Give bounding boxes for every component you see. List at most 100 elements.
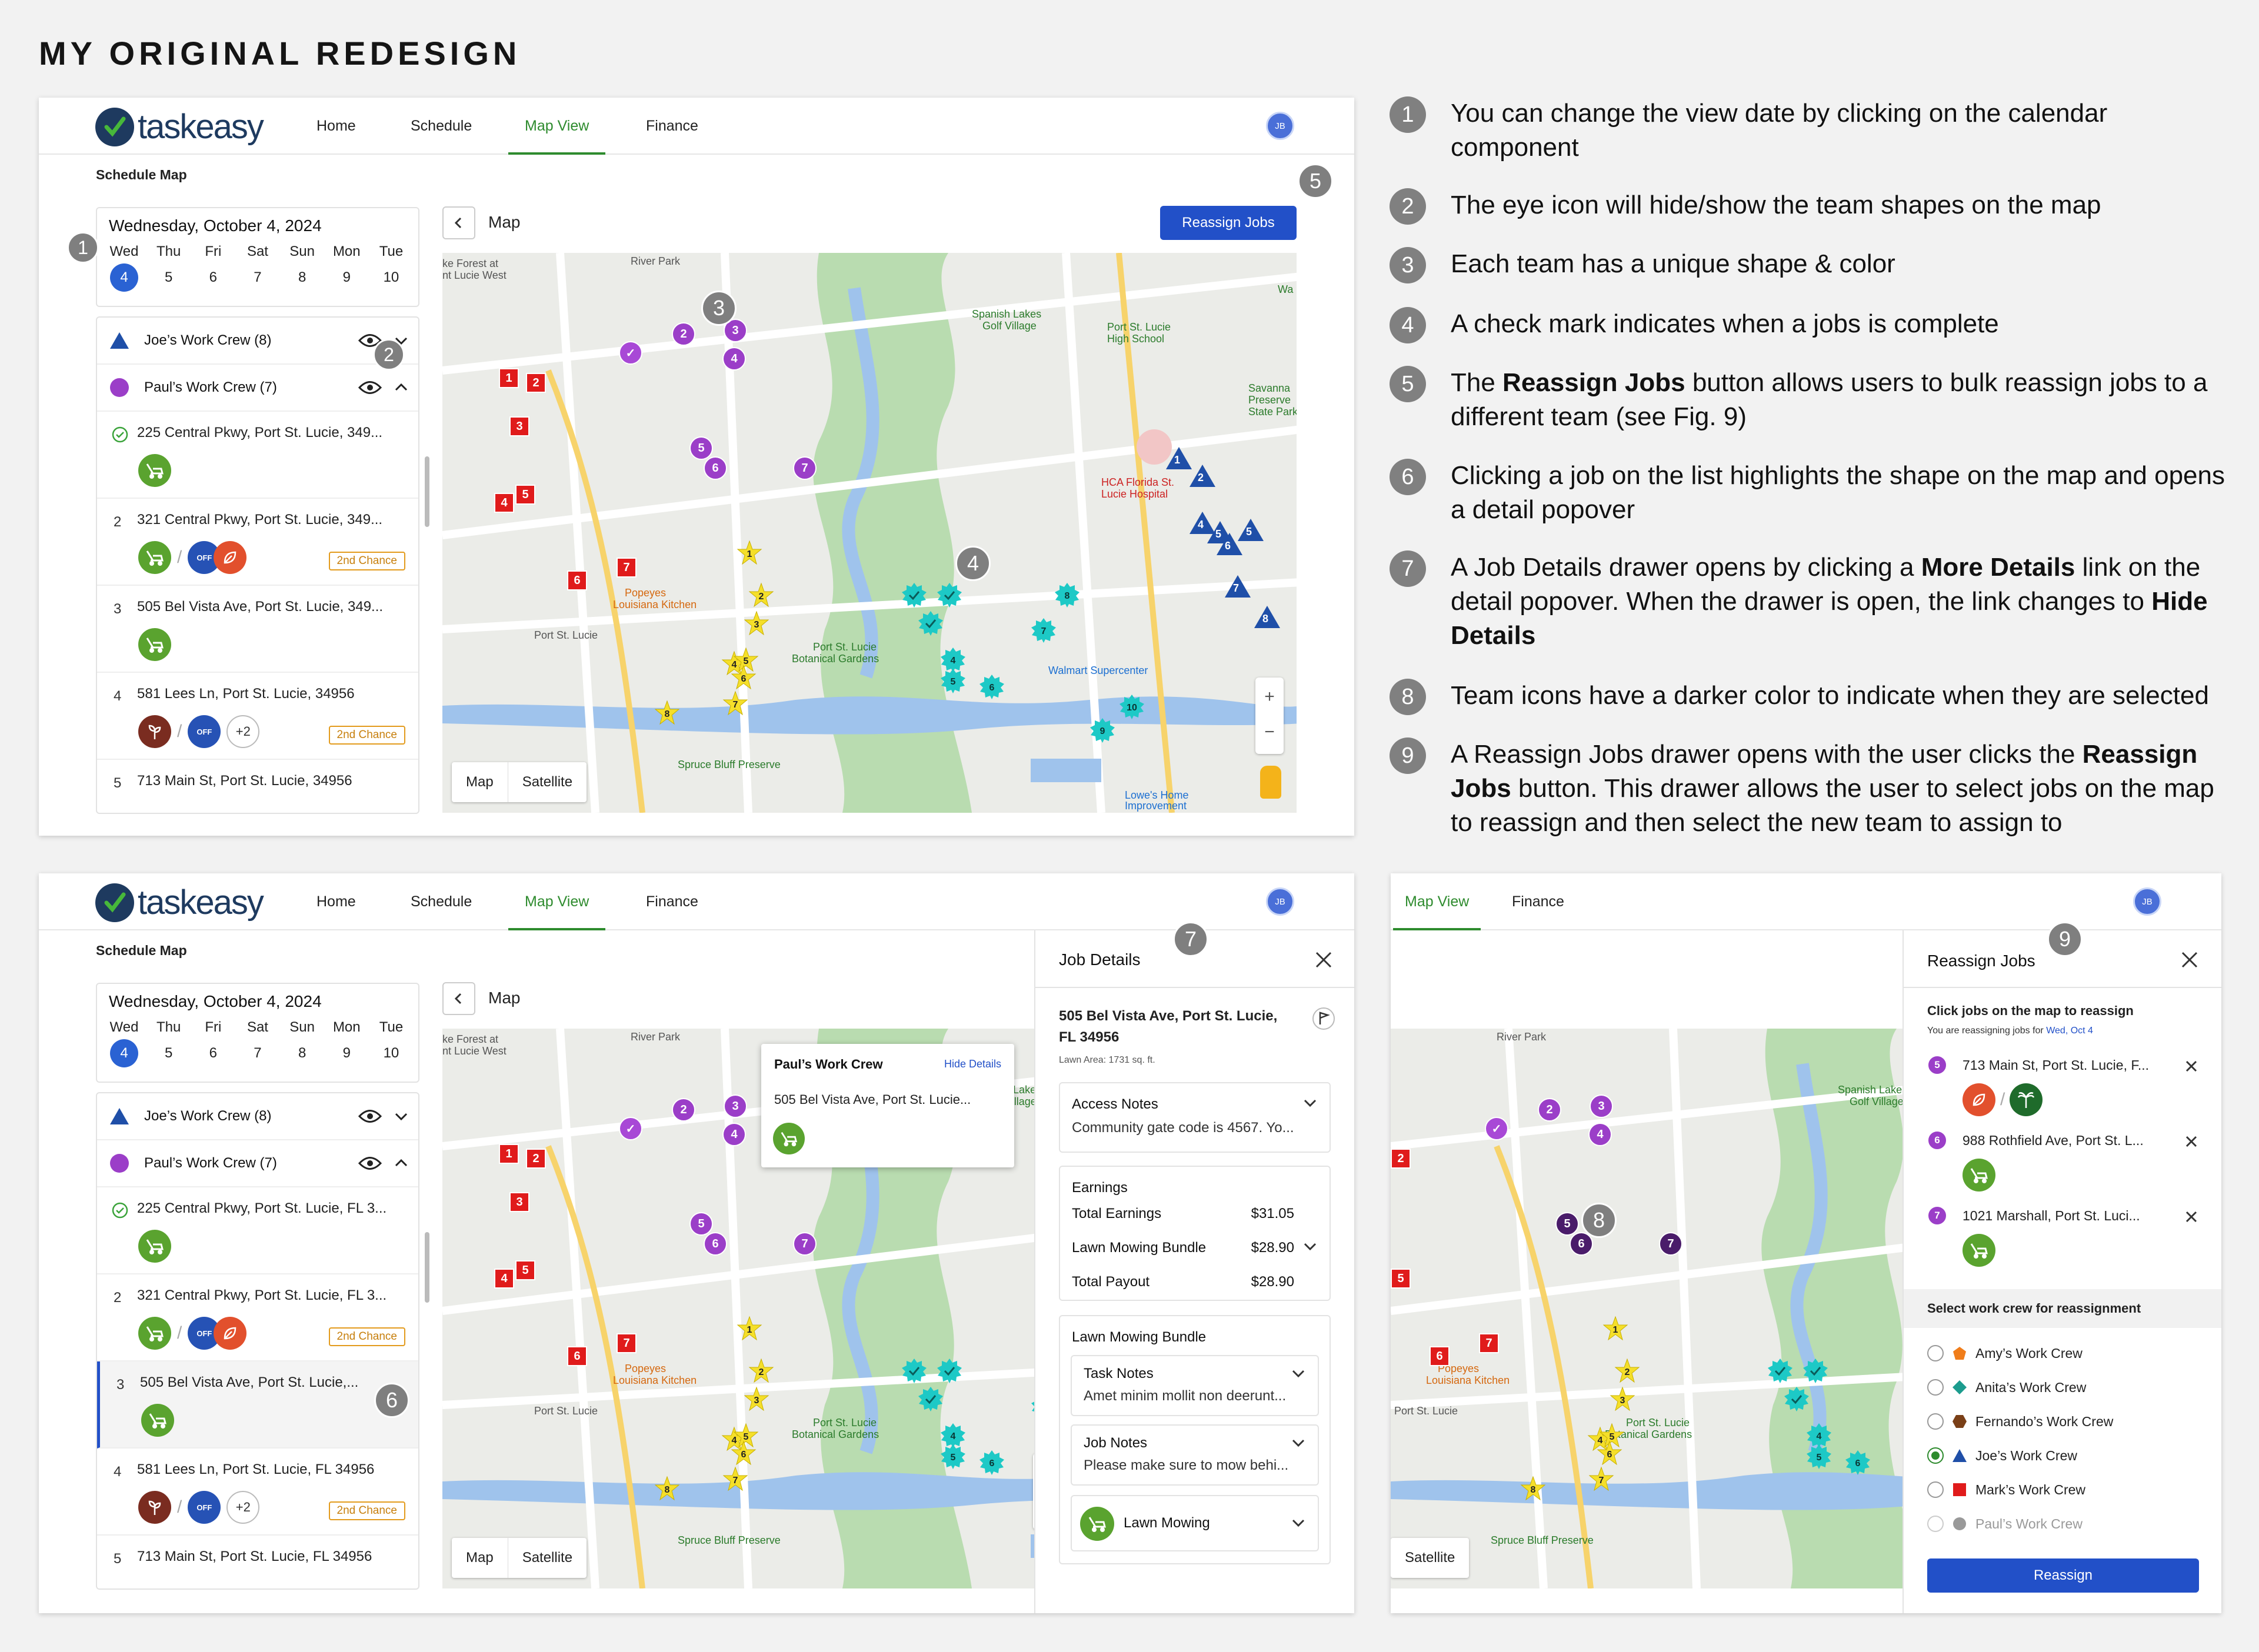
satellite-option[interactable]: Satellite xyxy=(1405,1550,1455,1566)
star-marker[interactable]: 2 xyxy=(1614,1358,1640,1384)
square-marker[interactable]: 7 xyxy=(617,1333,637,1353)
nav-schedule[interactable]: Schedule xyxy=(411,118,472,134)
back-button[interactable] xyxy=(442,982,475,1015)
star-marker[interactable]: 8 xyxy=(654,1476,680,1501)
day-thu[interactable]: Thu 5 xyxy=(156,1019,181,1061)
task-notes-card[interactable]: Task Notes Amet minim mollit non deerunt… xyxy=(1071,1355,1319,1416)
crew-option-anita[interactable]: Anita’s Work Crew xyxy=(1927,1370,2210,1404)
zoom-control[interactable]: +− xyxy=(1255,678,1284,754)
gear-marker[interactable]: 5 xyxy=(940,668,966,694)
circle-marker[interactable]: 6 xyxy=(704,456,727,480)
check-gear-marker[interactable] xyxy=(901,1358,927,1384)
gear-marker[interactable]: 5 xyxy=(940,1444,966,1470)
list-item[interactable]: 225 Central Pkwy, Port St. Lucie, 349... xyxy=(97,412,418,499)
day-wed[interactable]: Wed 4 xyxy=(103,1019,145,1067)
avatar[interactable]: JB xyxy=(1266,112,1294,140)
remove-icon[interactable] xyxy=(2184,1134,2199,1149)
gear-marker[interactable]: 4 xyxy=(940,647,966,673)
triangle-marker[interactable]: 8 xyxy=(1254,606,1280,628)
nav-map-view[interactable]: Map View xyxy=(1393,873,1481,930)
radio-selected[interactable] xyxy=(1927,1447,1944,1464)
taskeasy-logo[interactable]: taskeasy xyxy=(95,879,264,926)
nav-home[interactable]: Home xyxy=(316,118,356,134)
list-item[interactable]: 4 581 Lees Ln, Port St. Lucie, FL 34956 … xyxy=(97,1449,418,1536)
check-gear-marker[interactable] xyxy=(1802,1358,1828,1384)
list-item[interactable]: 2 321 Central Pkwy, Port St. Lucie, FL 3… xyxy=(97,1274,418,1361)
check-gear-marker[interactable] xyxy=(937,582,962,608)
list-item[interactable]: 2 321 Central Pkwy, Port St. Lucie, 349.… xyxy=(97,499,418,586)
gear-marker[interactable]: 4 xyxy=(940,1423,966,1449)
list-item[interactable]: 5 713 Main St, Port St. Lucie, FL 34956 xyxy=(97,1536,418,1588)
circle-marker[interactable]: ✓ xyxy=(1485,1117,1508,1140)
star-marker[interactable]: 6 xyxy=(1597,1440,1622,1466)
job-notes-card[interactable]: Job Notes Please make sure to mow behi..… xyxy=(1071,1424,1319,1486)
circle-marker[interactable]: 4 xyxy=(722,1123,746,1146)
nav-schedule[interactable]: Schedule xyxy=(411,893,472,910)
circle-marker[interactable]: 5 xyxy=(1555,1212,1579,1236)
square-marker[interactable]: 5 xyxy=(515,485,535,505)
hide-details-link[interactable]: Hide Details xyxy=(944,1058,1001,1070)
chevron-down-icon[interactable] xyxy=(1291,1515,1306,1530)
taskeasy-logo[interactable]: taskeasy xyxy=(95,104,264,151)
check-gear-marker[interactable] xyxy=(1784,1386,1810,1412)
scrollbar[interactable] xyxy=(425,456,429,527)
close-icon[interactable] xyxy=(2178,948,2201,972)
map-canvas[interactable]: River Park Spanish Lakes Golf Village Popey… xyxy=(1391,1029,1903,1588)
gear-marker[interactable]: 5 xyxy=(1806,1444,1832,1470)
circle-marker[interactable]: 7 xyxy=(793,456,817,480)
day-sat[interactable]: Sat 7 xyxy=(246,1019,268,1061)
star-marker[interactable]: 3 xyxy=(744,1386,769,1412)
avatar[interactable]: JB xyxy=(2133,887,2161,916)
nav-finance[interactable]: Finance xyxy=(646,893,698,910)
square-marker[interactable]: 1 xyxy=(499,1144,519,1164)
reassign-button[interactable]: Reassign xyxy=(1927,1558,2199,1593)
circle-marker[interactable]: 7 xyxy=(1659,1232,1682,1256)
square-marker[interactable]: 2 xyxy=(1391,1149,1411,1169)
nav-map-view[interactable]: Map View xyxy=(508,873,606,930)
list-item-selected[interactable]: 3 505 Bel Vista Ave, Port St. Lucie,... xyxy=(97,1361,418,1449)
star-marker[interactable]: 2 xyxy=(748,582,774,608)
day-mon[interactable]: Mon 9 xyxy=(332,243,361,285)
square-marker[interactable]: 6 xyxy=(567,570,587,590)
check-gear-marker[interactable] xyxy=(937,1358,962,1384)
circle-marker[interactable]: 2 xyxy=(672,322,695,346)
circle-marker[interactable]: 5 xyxy=(689,436,713,460)
reassign-item[interactable]: 5 713 Main St, Port St. Lucie, F... / xyxy=(1927,1054,2210,1124)
star-marker[interactable]: 7 xyxy=(1588,1466,1614,1492)
chevron-down-icon[interactable] xyxy=(394,1109,409,1124)
flag-icon[interactable] xyxy=(1312,1007,1335,1030)
star-marker[interactable]: 6 xyxy=(731,665,757,690)
star-marker[interactable]: 5 xyxy=(733,647,759,673)
star-marker[interactable]: 8 xyxy=(1520,1476,1546,1501)
star-marker[interactable]: 3 xyxy=(1610,1386,1635,1412)
circle-marker[interactable]: ✓ xyxy=(619,341,642,365)
star-marker[interactable]: 5 xyxy=(1599,1423,1625,1449)
map-type-toggle[interactable]: Satellite xyxy=(1391,1538,1470,1578)
check-gear-marker[interactable] xyxy=(1767,1358,1793,1384)
circle-marker[interactable]: 4 xyxy=(722,347,746,371)
service-card[interactable]: Lawn Mowing xyxy=(1071,1495,1319,1551)
circle-marker[interactable]: 5 xyxy=(689,1212,713,1236)
day-sat[interactable]: Sat 7 xyxy=(246,243,268,285)
map-type-toggle[interactable]: Map Satellite xyxy=(452,762,587,802)
list-item[interactable]: 5 713 Main St, Port St. Lucie, 34956 xyxy=(97,760,418,813)
crew-option-amy[interactable]: Amy’s Work Crew xyxy=(1927,1336,2210,1370)
check-gear-marker[interactable] xyxy=(901,582,927,608)
reassign-item[interactable]: 6 988 Rothfield Ave, Port St. L... xyxy=(1927,1129,2210,1200)
chevron-down-icon[interactable] xyxy=(1291,1435,1306,1450)
crew-option-fernando[interactable]: Fernando’s Work Crew xyxy=(1927,1404,2210,1439)
day-fri[interactable]: Fri 6 xyxy=(205,243,222,285)
gear-marker[interactable]: 4 xyxy=(1806,1423,1832,1449)
nav-finance[interactable]: Finance xyxy=(646,118,698,134)
day-tue[interactable]: Tue 10 xyxy=(379,1019,404,1061)
gear-marker[interactable]: 9 xyxy=(1089,717,1115,743)
day-mon[interactable]: Mon 9 xyxy=(332,1019,361,1061)
gear-marker[interactable]: 6 xyxy=(1845,1450,1871,1476)
triangle-marker[interactable]: 6 xyxy=(1217,533,1242,555)
remove-icon[interactable] xyxy=(2184,1059,2199,1074)
star-marker[interactable]: 2 xyxy=(748,1358,774,1384)
crew-paul[interactable]: Paul’s Work Crew (7) xyxy=(97,365,418,412)
star-marker[interactable]: 3 xyxy=(744,610,769,636)
gear-marker[interactable]: 8 xyxy=(1054,582,1080,608)
square-marker[interactable]: 4 xyxy=(494,1269,514,1289)
